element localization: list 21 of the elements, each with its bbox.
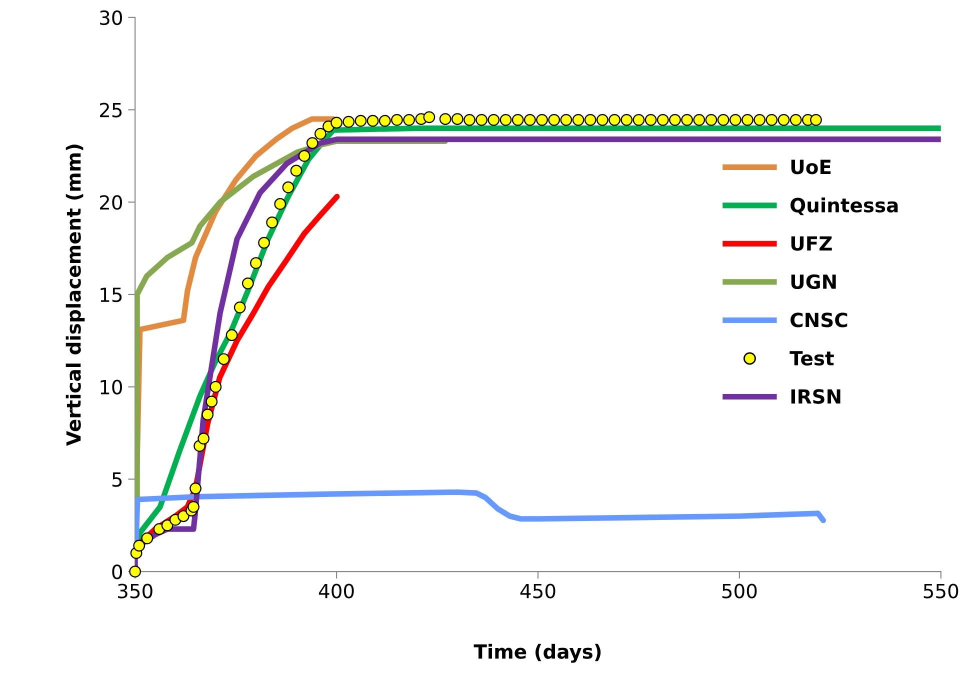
y-tick-label: 25 — [100, 102, 122, 118]
y-axis-title: Vertical displacement (mm) — [66, 144, 85, 446]
legend-label: Quintessa — [790, 197, 898, 216]
legend-label: UFZ — [791, 236, 832, 251]
y-tick-label: 0 — [112, 564, 122, 580]
x-tick-label: 400 — [318, 584, 354, 598]
legend-label: IRSN — [791, 389, 840, 404]
legend-label: Test — [790, 351, 834, 366]
y-tick-label: 15 — [100, 288, 122, 302]
y-tick-label: 20 — [100, 195, 122, 210]
y-tick-label: 10 — [100, 380, 122, 394]
legend-label: UGN — [791, 274, 836, 290]
y-tick-label: 30 — [100, 10, 122, 26]
y-tick-label: 5 — [112, 472, 122, 487]
x-axis-title: Time (days) — [474, 644, 601, 663]
x-tick-label: 500 — [722, 584, 757, 598]
legend-label: UoE — [791, 160, 831, 174]
x-tick-label: 350 — [118, 584, 152, 598]
legend-label: CNSC — [790, 312, 848, 328]
x-tick-label: 450 — [520, 584, 556, 598]
x-tick-label: 550 — [924, 584, 958, 598]
